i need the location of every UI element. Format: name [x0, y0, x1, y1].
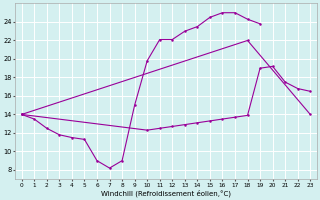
X-axis label: Windchill (Refroidissement éolien,°C): Windchill (Refroidissement éolien,°C)	[101, 189, 231, 197]
